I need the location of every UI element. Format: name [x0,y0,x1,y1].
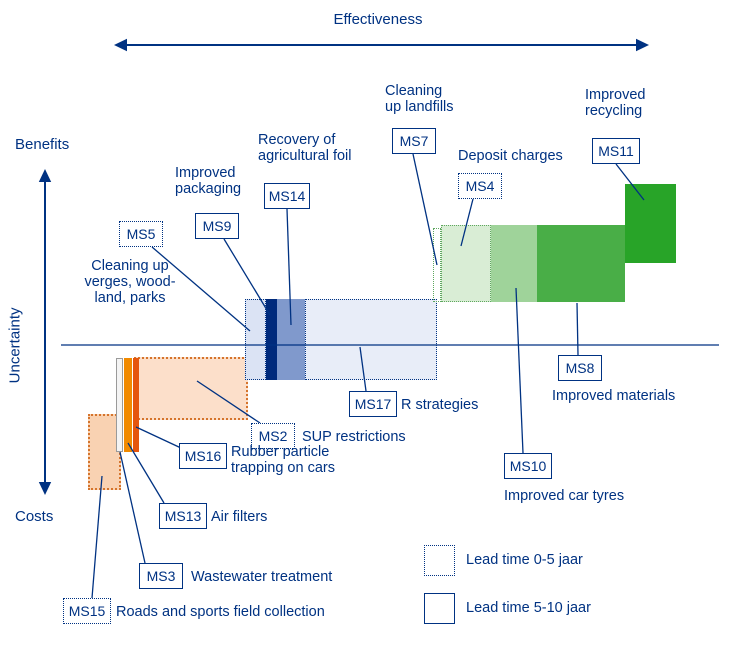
ms16-note-line2: trapping on cars [231,460,335,477]
ms2-tag-text: MS2 [258,428,288,444]
ms8-note-line1: Improved materials [552,388,676,404]
ms11-tag: MS11 [592,138,640,164]
ms11-tag-text: MS11 [598,143,634,159]
leader-line-ms8 [576,302,579,356]
ms4-note-line1: Deposit charges [458,148,563,164]
ms5-tag: MS5 [119,221,163,247]
ms11-note-line1: Improved [585,87,646,103]
uncertainty-axis-label: Uncertainty [6,307,24,384]
ms14-note-line1: Recovery of [258,132,336,148]
ms5-note-line2: verges, wood- [84,274,176,291]
ms8-note: Improved materials [552,388,675,404]
ms10-tag-text: MS10 [509,458,547,474]
ms4-note: Deposit charges [458,148,563,164]
leader-line-ms15 [91,475,103,599]
ms17-tag: MS17 [349,391,397,417]
ms7-tag-text: MS7 [399,133,429,149]
ms11-note-line2: recycling [585,103,643,120]
ms5-note: Cleaning up verges, wood- land, parks [80,258,180,307]
ms16-tag-text: MS16 [184,448,222,464]
ms14-note: Recovery of agricultural foil [258,132,352,164]
ms13-note-line1: Air filters [211,509,268,525]
ms3-note-line1: Wastewater treatment [191,569,333,585]
measure-bar-ms13 [124,358,132,452]
ms8-tag-text: MS8 [565,360,595,376]
ms15-tag: MS15 [63,598,111,624]
ms17-tag-text: MS17 [354,396,392,412]
ms3-tag-text: MS3 [146,568,176,584]
arrow-down-icon [38,482,52,495]
ms16-note-line1: Rubber particle [231,444,330,460]
measure-box-ms17 [305,299,437,380]
ms9-tag-text: MS9 [202,218,232,234]
ms5-note-line3: land, parks [94,290,166,307]
costs-label: Costs [15,508,54,525]
measure-box-ms10 [491,225,537,302]
legend-dotted-swatch [424,545,455,576]
ms14-tag: MS14 [264,183,310,209]
ms15-note: Roads and sports field collection [116,604,325,620]
ms13-tag: MS13 [159,503,207,529]
arrow-up-icon [38,169,52,182]
measure-box-ms2 [134,357,248,420]
ms10-tag: MS10 [504,453,552,479]
ms15-note-line1: Roads and sports field collection [116,604,325,620]
ms13-tag-text: MS13 [164,508,202,524]
measure-box-ms8 [537,225,625,302]
ms2-note-line1: SUP restrictions [302,429,406,445]
measure-bar-ms16 [133,358,139,452]
ms4-tag-text: MS4 [465,178,495,194]
ms9-tag: MS9 [195,213,239,239]
ms13-note: Air filters [211,509,267,525]
ms7-note-line2: up landfills [385,99,454,116]
ms17-note-line1: R strategies [401,397,479,413]
ms16-tag: MS16 [179,443,227,469]
benefits-label: Benefits [15,136,70,153]
measure-box-ms5 [245,299,266,380]
ms16-note: Rubber particle trapping on cars [231,444,335,476]
ms14-tag-text: MS14 [268,188,306,204]
ms11-note: Improved recycling [585,87,645,119]
ms7-tag: MS7 [392,128,436,154]
measure-box-ms4 [441,225,491,302]
leader-line-ms3 [119,451,146,564]
leader-line-ms16 [135,426,182,449]
ms5-tag-text: MS5 [126,226,156,242]
ms4-tag: MS4 [458,173,502,199]
legend-solid-swatch [424,593,455,624]
measure-box-ms11 [625,184,676,263]
ms7-note-line1: Cleaning [385,83,443,99]
ms2-note: SUP restrictions [302,429,406,445]
leader-line-ms10 [515,287,524,454]
leader-line-ms13 [127,442,165,504]
legend-dotted-label: Lead time 0-5 jaar [466,552,583,568]
ms3-note: Wastewater treatment [191,569,332,585]
ms9-note-line2: packaging [175,181,242,198]
measure-strip-ms7 [433,228,441,302]
ms8-tag: MS8 [558,355,602,381]
measure-bar-ms14 [277,299,305,380]
ms14-note-line2: agricultural foil [258,148,352,165]
arrow-right-icon [636,38,649,52]
ms15-tag-text: MS15 [68,603,106,619]
ms3-tag: MS3 [139,563,183,589]
ms10-note-line1: Improved car tyres [504,488,625,504]
measure-bar-ms9 [266,299,277,380]
measure-bar-ms3 [116,358,123,452]
ms5-note-line1: Cleaning up [91,258,169,274]
ms17-note: R strategies [401,397,478,413]
legend-solid-label: Lead time 5-10 jaar [466,600,591,616]
ms9-note: Improved packaging [175,165,241,197]
ms2-tag: MS2 [251,423,295,449]
ms10-note: Improved car tyres [504,488,624,504]
arrow-left-icon [114,38,127,52]
effectiveness-axis-label: Effectiveness [333,11,423,28]
ms9-note-line1: Improved [175,165,236,181]
ms7-note: Cleaning up landfills [385,83,454,115]
